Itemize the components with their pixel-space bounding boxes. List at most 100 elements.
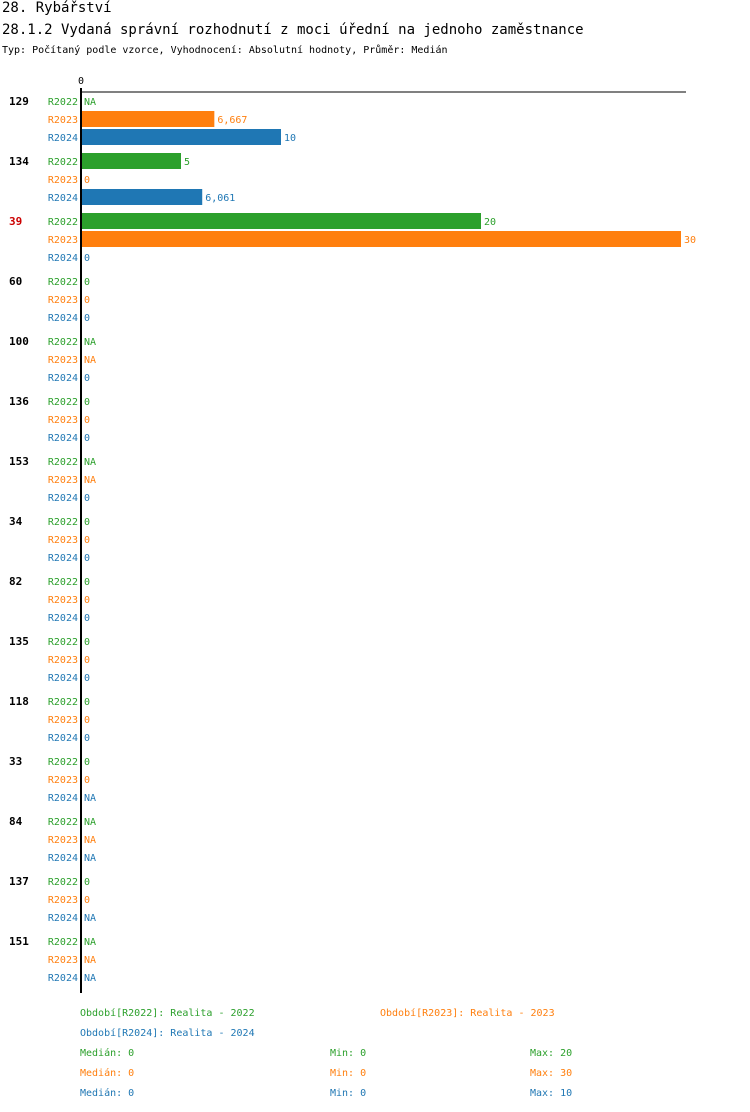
group-label: 129 (9, 95, 29, 108)
series-row-label: R2023 (48, 235, 78, 246)
data-label: NA (84, 457, 96, 468)
group-label: 135 (9, 635, 29, 648)
group-label: 134 (9, 155, 29, 168)
data-label: 0 (84, 595, 90, 606)
series-row-label: R2024 (48, 493, 78, 504)
data-label: 0 (84, 517, 90, 528)
data-label: 0 (84, 535, 90, 546)
group-label: 84 (9, 815, 23, 828)
series-row-label: R2022 (48, 457, 78, 468)
series-row-label: R2023 (48, 295, 78, 306)
series-row-label: R2024 (48, 793, 78, 804)
group-label: 118 (9, 695, 29, 708)
data-label: 0 (84, 655, 90, 666)
series-row-label: R2023 (48, 655, 78, 666)
legend-r2024: Období[R2024]: Realita - 2024 (80, 1028, 255, 1039)
series-row-label: R2022 (48, 757, 78, 768)
data-label: NA (84, 337, 96, 348)
series-row-label: R2023 (48, 535, 78, 546)
series-row-label: R2024 (48, 733, 78, 744)
series-row-label: R2024 (48, 313, 78, 324)
data-label: 10 (284, 133, 296, 144)
series-row-label: R2022 (48, 517, 78, 528)
stat-min-r2024: Min: 0 (330, 1088, 367, 1099)
series-row-label: R2024 (48, 373, 78, 384)
stat-median-r2022: Medián: 0 (80, 1048, 135, 1059)
data-label: 0 (84, 895, 90, 906)
bar (81, 213, 481, 229)
series-row-label: R2022 (48, 877, 78, 888)
data-label: 0 (84, 493, 90, 504)
series-row-label: R2024 (48, 133, 78, 144)
data-label: 0 (84, 277, 90, 288)
bar (81, 129, 281, 145)
data-label: 0 (84, 637, 90, 648)
series-row-label: R2022 (48, 697, 78, 708)
chart-info: Typ: Počítaný podle vzorce, Vyhodnocení:… (2, 45, 448, 56)
group-label: 136 (9, 395, 29, 408)
data-label: 30 (684, 235, 696, 246)
series-row-label: R2023 (48, 415, 78, 426)
data-label: 0 (84, 757, 90, 768)
data-label: 0 (84, 553, 90, 564)
series-row-label: R2023 (48, 715, 78, 726)
stat-min-r2022: Min: 0 (330, 1048, 367, 1059)
data-label: 5 (184, 157, 190, 168)
data-label: NA (84, 853, 96, 864)
legend-r2022: Období[R2022]: Realita - 2022 (80, 1008, 255, 1019)
series-row-label: R2024 (48, 193, 78, 204)
data-label: 0 (84, 313, 90, 324)
page-title: 28. Rybářství (2, 0, 112, 16)
chart-title: 28.1.2 Vydaná správní rozhodnutí z moci … (2, 22, 584, 38)
group-label: 151 (9, 935, 29, 948)
data-label: NA (84, 817, 96, 828)
data-label: 0 (84, 775, 90, 786)
series-row-label: R2024 (48, 253, 78, 264)
series-row-label: R2024 (48, 433, 78, 444)
stat-median-r2024: Medián: 0 (80, 1088, 135, 1099)
data-label: 0 (84, 433, 90, 444)
data-label: NA (84, 913, 96, 924)
data-label: 0 (84, 715, 90, 726)
series-row-label: R2023 (48, 775, 78, 786)
group-label: 82 (9, 575, 22, 588)
group-label: 34 (9, 515, 23, 528)
group-label: 39 (9, 215, 22, 228)
series-row-label: R2022 (48, 577, 78, 588)
data-label: 0 (84, 175, 90, 186)
data-label: 20 (484, 217, 496, 228)
stat-min-r2023: Min: 0 (330, 1068, 367, 1079)
group-label: 33 (9, 755, 22, 768)
data-label: 0 (84, 373, 90, 384)
series-row-label: R2023 (48, 175, 78, 186)
series-row-label: R2022 (48, 397, 78, 408)
series-row-label: R2024 (48, 973, 78, 984)
series-row-label: R2022 (48, 817, 78, 828)
data-label: NA (84, 97, 96, 108)
stat-max-r2022: Max: 20 (530, 1048, 573, 1059)
data-label: 0 (84, 697, 90, 708)
series-row-label: R2022 (48, 97, 78, 108)
bar (81, 153, 181, 169)
stat-max-r2023: Max: 30 (530, 1068, 573, 1079)
group-label: 137 (9, 875, 29, 888)
group-label: 153 (9, 455, 29, 468)
group-label: 100 (9, 335, 29, 348)
series-row-label: R2024 (48, 853, 78, 864)
data-label: 6,061 (205, 193, 235, 204)
stat-max-r2024: Max: 10 (530, 1088, 573, 1099)
series-row-label: R2022 (48, 637, 78, 648)
data-label: 6,667 (217, 115, 247, 126)
series-row-label: R2023 (48, 835, 78, 846)
data-label: 0 (84, 253, 90, 264)
series-row-label: R2023 (48, 895, 78, 906)
series-row-label: R2022 (48, 337, 78, 348)
data-label: NA (84, 973, 96, 984)
stat-median-r2023: Medián: 0 (80, 1068, 135, 1079)
legend-r2023: Období[R2023]: Realita - 2023 (380, 1008, 555, 1019)
axis-tick-label: 0 (78, 76, 84, 87)
series-row-label: R2024 (48, 553, 78, 564)
series-row-label: R2024 (48, 913, 78, 924)
bar (81, 231, 681, 247)
series-row-label: R2023 (48, 115, 78, 126)
